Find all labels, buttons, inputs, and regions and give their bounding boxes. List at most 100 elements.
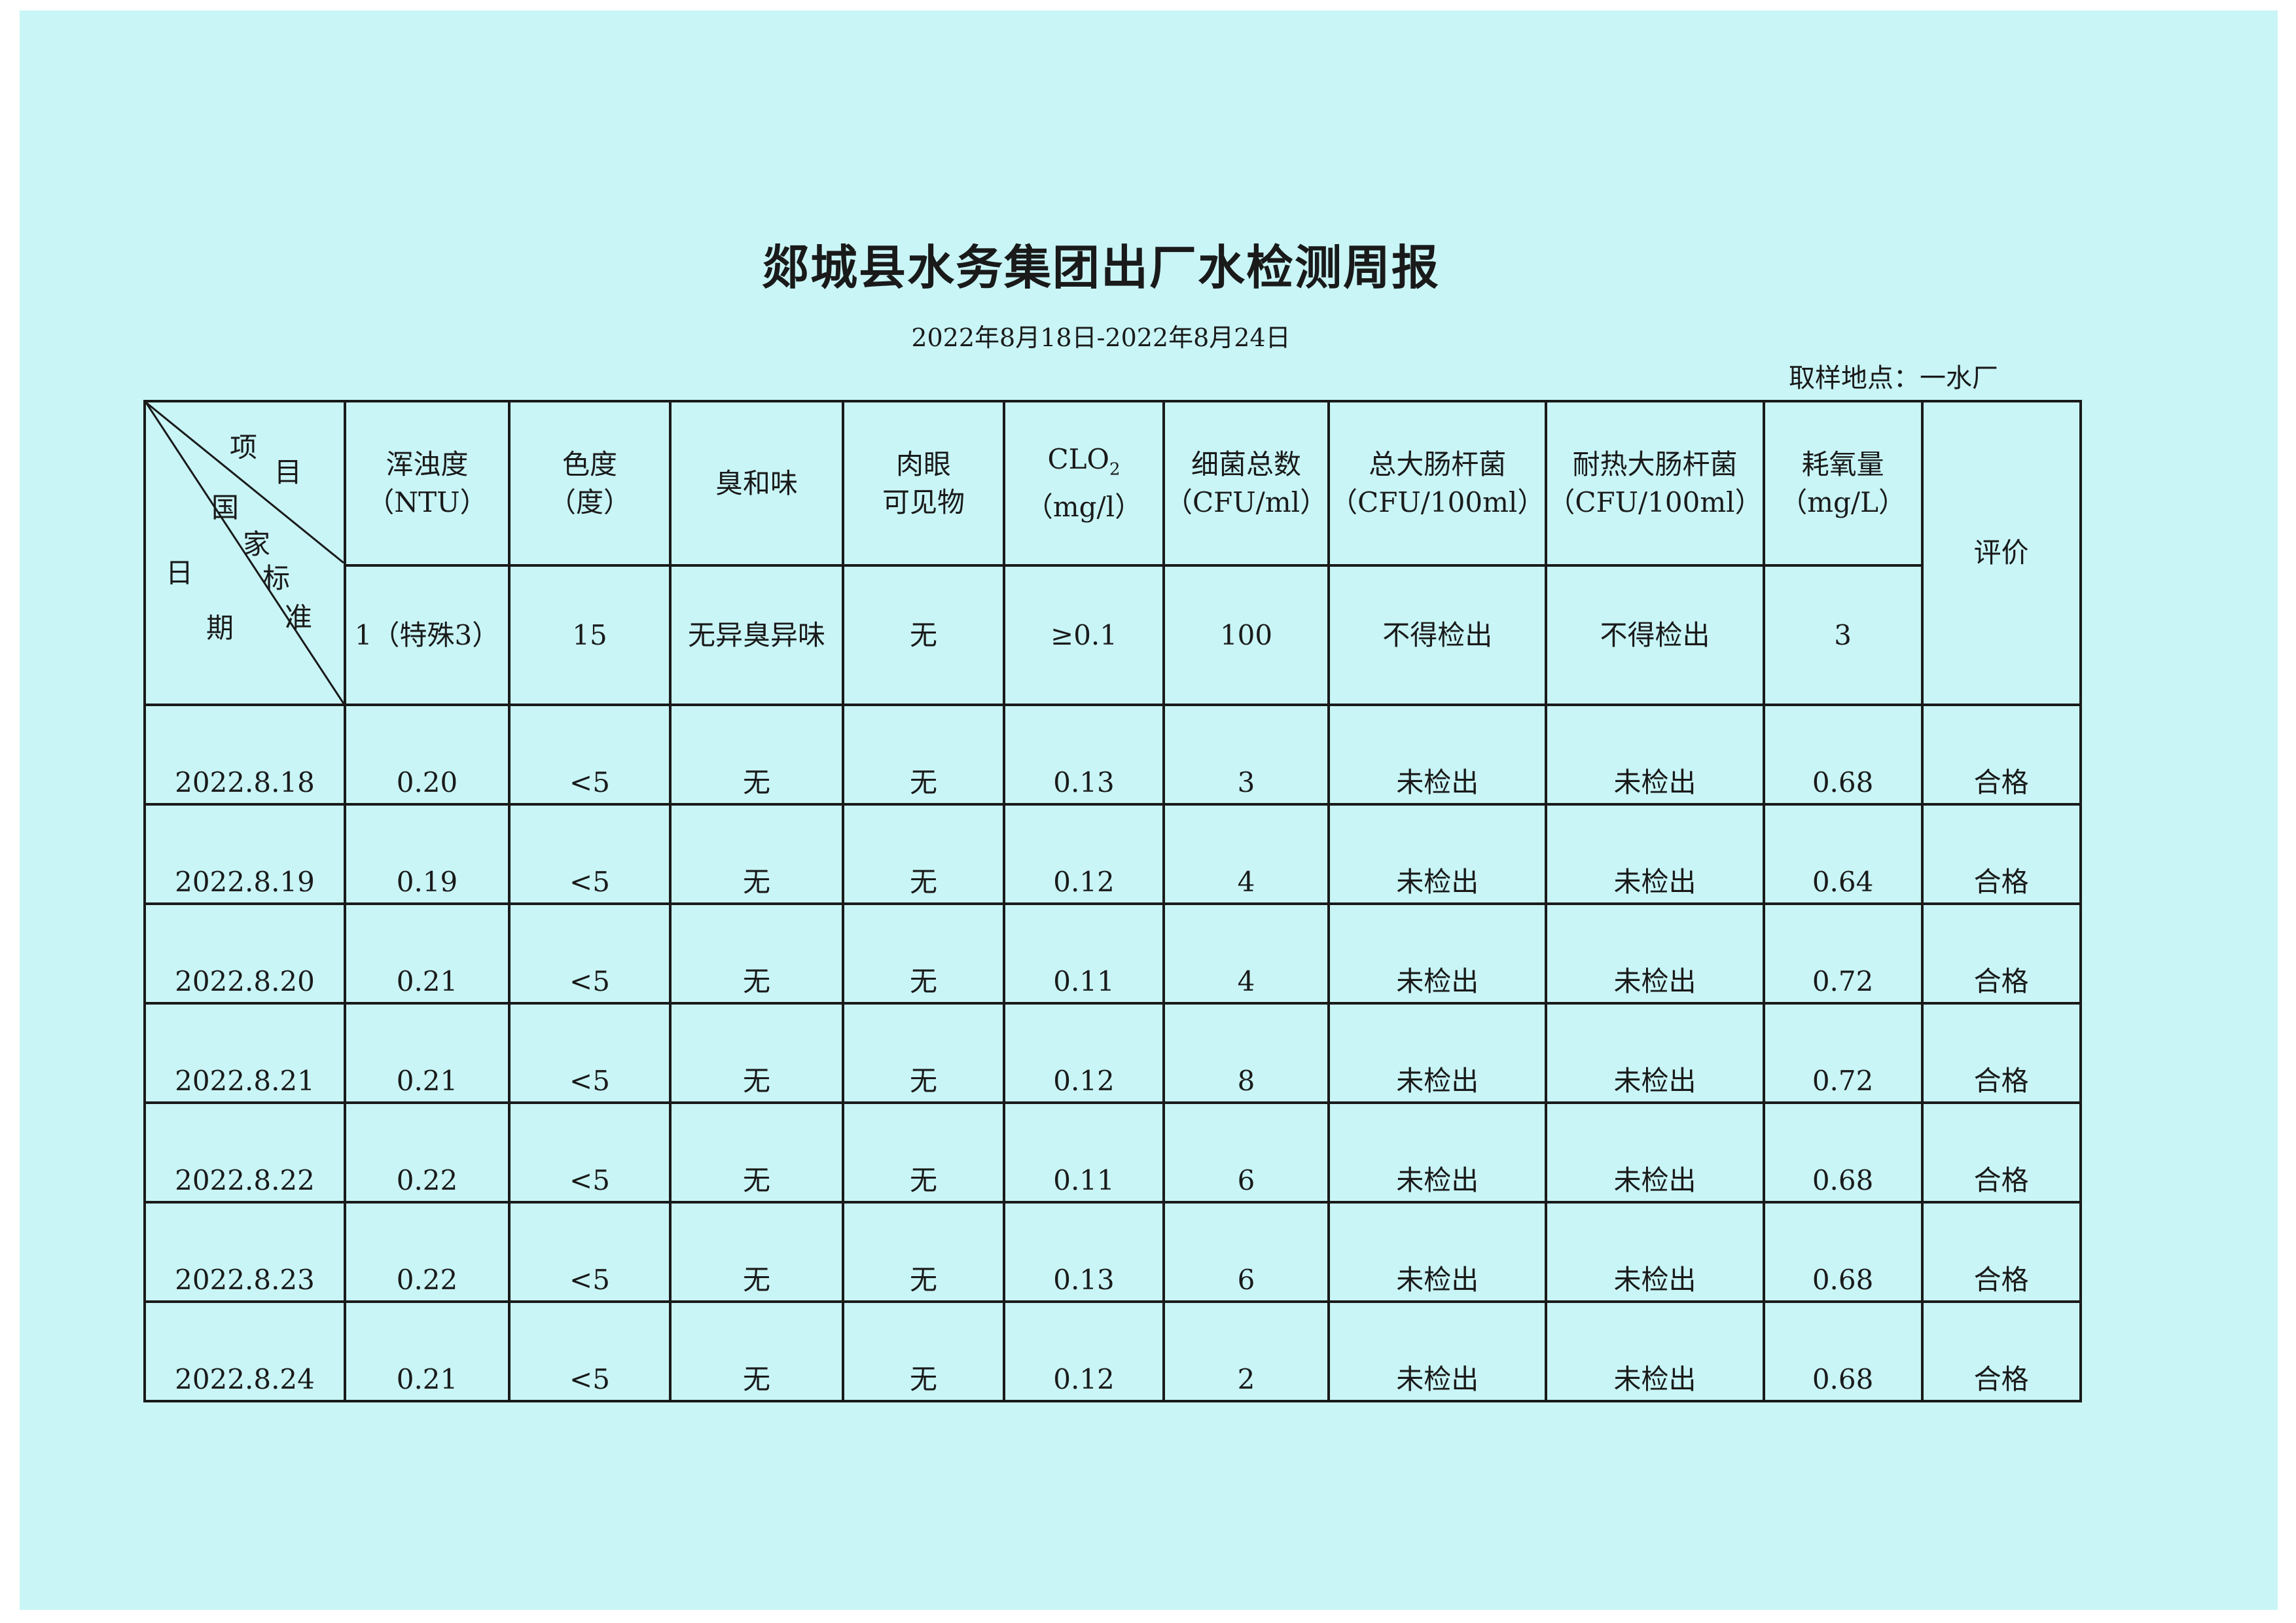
- value-cell: 0.21: [344, 902, 511, 1005]
- standard-value: 不得检出: [1545, 564, 1765, 706]
- page-title: 郯城县水务集团出厂水检测周报: [761, 240, 1440, 295]
- value-cell: 0.19: [344, 803, 511, 905]
- value-cell: 8: [1162, 1002, 1331, 1104]
- value-cell: 无: [669, 902, 844, 1005]
- evaluation-cell: 合格: [1920, 704, 2082, 806]
- value-cell: 无: [842, 803, 1005, 905]
- value-cell: <5: [508, 1002, 672, 1104]
- table-row: 2022.8.21 0.21 <5 无无 0.12 8 未检出 未检出 0.72 合格: [143, 1002, 2082, 1104]
- column-unit: （NTU）: [367, 486, 488, 518]
- column-unit: （CFU/ml）: [1165, 486, 1328, 518]
- column-header: 细菌总数 （CFU/ml）: [1162, 400, 1331, 567]
- water-quality-table: 项目国家标准日期浑浊度 （NTU） 色度 （度） 臭和味 肉眼 可见物 CLO2 （mg/l）细…: [143, 400, 2082, 1402]
- column-unit: （mg/L）: [1780, 486, 1906, 518]
- standard-value: 无异臭异味: [669, 564, 844, 706]
- column-unit: （度）: [548, 486, 631, 518]
- date-cell: 2022.8.20: [143, 902, 346, 1005]
- table-row: 2022.8.20 0.21 <5 无无 0.11 4 未检出 未检出 0.72 合格: [143, 902, 2082, 1005]
- value-cell: 无: [669, 1300, 844, 1402]
- table-row: 2022.8.22 0.22 <5 无无 0.11 6 未检出 未检出 0.68 合格: [143, 1101, 2082, 1204]
- value-cell: 0.12: [1003, 1300, 1165, 1402]
- value-cell: 无: [669, 803, 844, 905]
- evaluation-cell: 合格: [1920, 902, 2082, 1005]
- value-cell: 无: [669, 1002, 844, 1104]
- corner-item-char: 项: [230, 431, 258, 463]
- table-row: 2022.8.19 0.19 <5 无无 0.12 4 未检出 未检出 0.64 合格: [143, 803, 2082, 905]
- value-cell: 4: [1162, 803, 1331, 905]
- column-name: 耗氧量: [1801, 448, 1884, 480]
- value-cell: 未检出: [1327, 803, 1548, 905]
- value-cell: 无: [669, 1101, 844, 1204]
- value-cell: 未检出: [1545, 902, 1765, 1005]
- date-range: 2022年8月18日-2022年8月24日: [911, 323, 1291, 352]
- value-cell: 0.72: [1762, 902, 1924, 1005]
- evaluation-cell: 合格: [1920, 1002, 2082, 1104]
- standard-value: 3: [1762, 564, 1924, 706]
- value-cell: 未检出: [1545, 704, 1765, 806]
- value-cell: 0.68: [1762, 704, 1924, 806]
- corner-standard-char: 标: [262, 562, 291, 594]
- value-cell: 0.12: [1003, 1002, 1165, 1104]
- value-cell: 无: [842, 1300, 1005, 1402]
- column-name: 细菌总数: [1191, 448, 1302, 480]
- column-header: 耐热大肠杆菌 （CFU/100ml）: [1545, 400, 1765, 567]
- corner-standard-char: 家: [243, 528, 271, 560]
- value-cell: 0.68: [1762, 1101, 1924, 1204]
- diagonal-lines: [146, 402, 344, 704]
- corner-header-cell: 项目国家标准 日期: [143, 400, 346, 706]
- corner-date-char: 期: [206, 612, 234, 644]
- date-cell: 2022.8.21: [143, 1002, 346, 1104]
- value-cell: 0.22: [344, 1201, 511, 1303]
- date-cell: 2022.8.19: [143, 803, 346, 905]
- value-cell: 未检出: [1327, 704, 1548, 806]
- evaluation-header: 评价: [1920, 400, 2082, 706]
- value-cell: 未检出: [1327, 1002, 1548, 1104]
- table-row: 2022.8.24 0.21 <5 无无 0.12 2 未检出 未检出 0.68 合格: [143, 1300, 2082, 1402]
- column-unit: （CFU/100ml）: [1547, 486, 1763, 518]
- value-cell: 4: [1162, 902, 1331, 1005]
- value-cell: 无: [842, 704, 1005, 806]
- evaluation-cell: 合格: [1920, 1201, 2082, 1303]
- column-header: 总大肠杆菌 （CFU/100ml）: [1327, 400, 1548, 567]
- evaluation-cell: 合格: [1920, 1101, 2082, 1204]
- value-cell: <5: [508, 902, 672, 1005]
- value-cell: 0.12: [1003, 803, 1165, 905]
- value-cell: <5: [508, 704, 672, 806]
- value-cell: <5: [508, 1101, 672, 1204]
- standard-value: 15: [508, 564, 672, 706]
- corner-standard-char: 国: [211, 491, 240, 524]
- column-unit: （mg/l）: [1025, 491, 1143, 524]
- table-row: 2022.8.18 0.20 <5 无无 0.13 3 未检出 未检出 0.68 合格: [143, 704, 2082, 806]
- value-cell: 0.11: [1003, 902, 1165, 1005]
- value-cell: 未检出: [1545, 803, 1765, 905]
- column-subscript: 2: [1109, 459, 1121, 480]
- value-cell: 0.11: [1003, 1101, 1165, 1204]
- column-name: 臭和味: [715, 467, 798, 499]
- date-cell: 2022.8.23: [143, 1201, 346, 1303]
- date-cell: 2022.8.18: [143, 704, 346, 806]
- value-cell: 未检出: [1545, 1300, 1765, 1402]
- column-name: 总大肠杆菌: [1369, 448, 1507, 480]
- value-cell: 2: [1162, 1300, 1331, 1402]
- value-cell: 未检出: [1545, 1101, 1765, 1204]
- column-name: 浑浊度: [386, 448, 469, 480]
- corner-standard-char: 准: [285, 601, 313, 633]
- standard-value: 1（特殊3）: [344, 564, 511, 706]
- column-header: 浑浊度 （NTU）: [344, 400, 511, 567]
- column-name: 肉眼: [895, 448, 951, 480]
- value-cell: 0.21: [344, 1002, 511, 1104]
- value-cell: <5: [508, 1300, 672, 1402]
- value-cell: 0.21: [344, 1300, 511, 1402]
- column-name: CLO: [1047, 442, 1109, 475]
- date-cell: 2022.8.22: [143, 1101, 346, 1204]
- corner-date-char: 日: [166, 557, 194, 589]
- date-cell: 2022.8.24: [143, 1300, 346, 1402]
- column-header: 肉眼 可见物: [842, 400, 1005, 567]
- sampling-site: 取样地点：一水厂: [1789, 363, 1998, 393]
- column-unit: （CFU/100ml）: [1330, 486, 1545, 518]
- value-cell: 0.64: [1762, 803, 1924, 905]
- value-cell: 无: [842, 902, 1005, 1005]
- evaluation-cell: 合格: [1920, 803, 2082, 905]
- value-cell: 0.68: [1762, 1300, 1924, 1402]
- value-cell: 0.72: [1762, 1002, 1924, 1104]
